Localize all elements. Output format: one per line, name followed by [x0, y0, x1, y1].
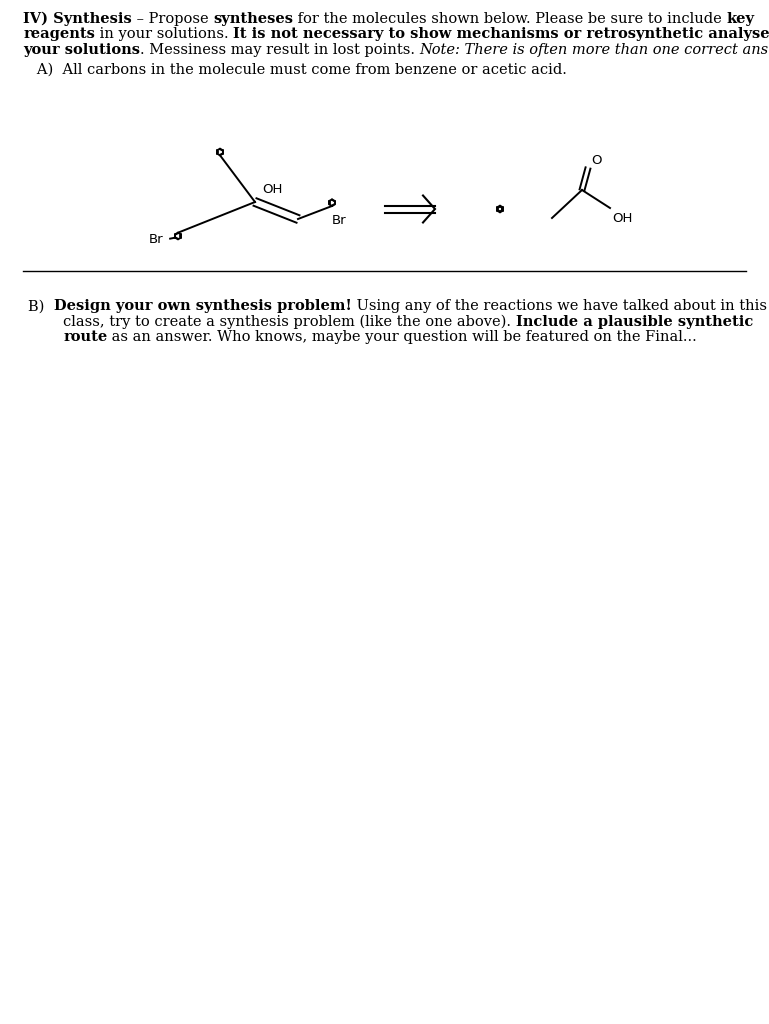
Text: Include a plausible synthetic: Include a plausible synthetic — [516, 314, 753, 329]
Text: . Messiness may result in lost points.: . Messiness may result in lost points. — [140, 43, 420, 57]
Text: class, try to create a synthesis problem (like the one above).: class, try to create a synthesis problem… — [63, 314, 516, 330]
Text: syntheses: syntheses — [213, 12, 293, 26]
Text: for the molecules shown below. Please be sure to include: for the molecules shown below. Please be… — [293, 12, 727, 26]
Text: – Propose: – Propose — [131, 12, 213, 26]
Text: your solutions: your solutions — [23, 43, 140, 57]
Text: route: route — [63, 331, 108, 344]
Text: It is not necessary to show mechanisms or retrosynthetic analyses in: It is not necessary to show mechanisms o… — [233, 28, 769, 42]
Text: Using any of the reactions we have talked about in this: Using any of the reactions we have talke… — [351, 299, 767, 313]
Text: A)  All carbons in the molecule must come from benzene or acetic acid.: A) All carbons in the molecule must come… — [23, 63, 567, 77]
Text: Br: Br — [332, 214, 347, 227]
Text: O: O — [591, 154, 601, 167]
Text: IV) Synthesis: IV) Synthesis — [23, 12, 131, 27]
Text: key: key — [727, 12, 754, 26]
Text: Br: Br — [148, 233, 163, 246]
Text: Design your own synthesis problem!: Design your own synthesis problem! — [54, 299, 351, 313]
Text: B): B) — [28, 299, 54, 313]
Text: as an answer. Who knows, maybe your question will be featured on the Final...: as an answer. Who knows, maybe your ques… — [108, 331, 697, 344]
Text: OH: OH — [612, 212, 632, 225]
Text: reagents: reagents — [23, 28, 95, 42]
Text: Note: There is often more than one correct answer!: Note: There is often more than one corre… — [420, 43, 769, 57]
Text: in your solutions.: in your solutions. — [95, 28, 233, 42]
Text: OH: OH — [262, 183, 282, 196]
